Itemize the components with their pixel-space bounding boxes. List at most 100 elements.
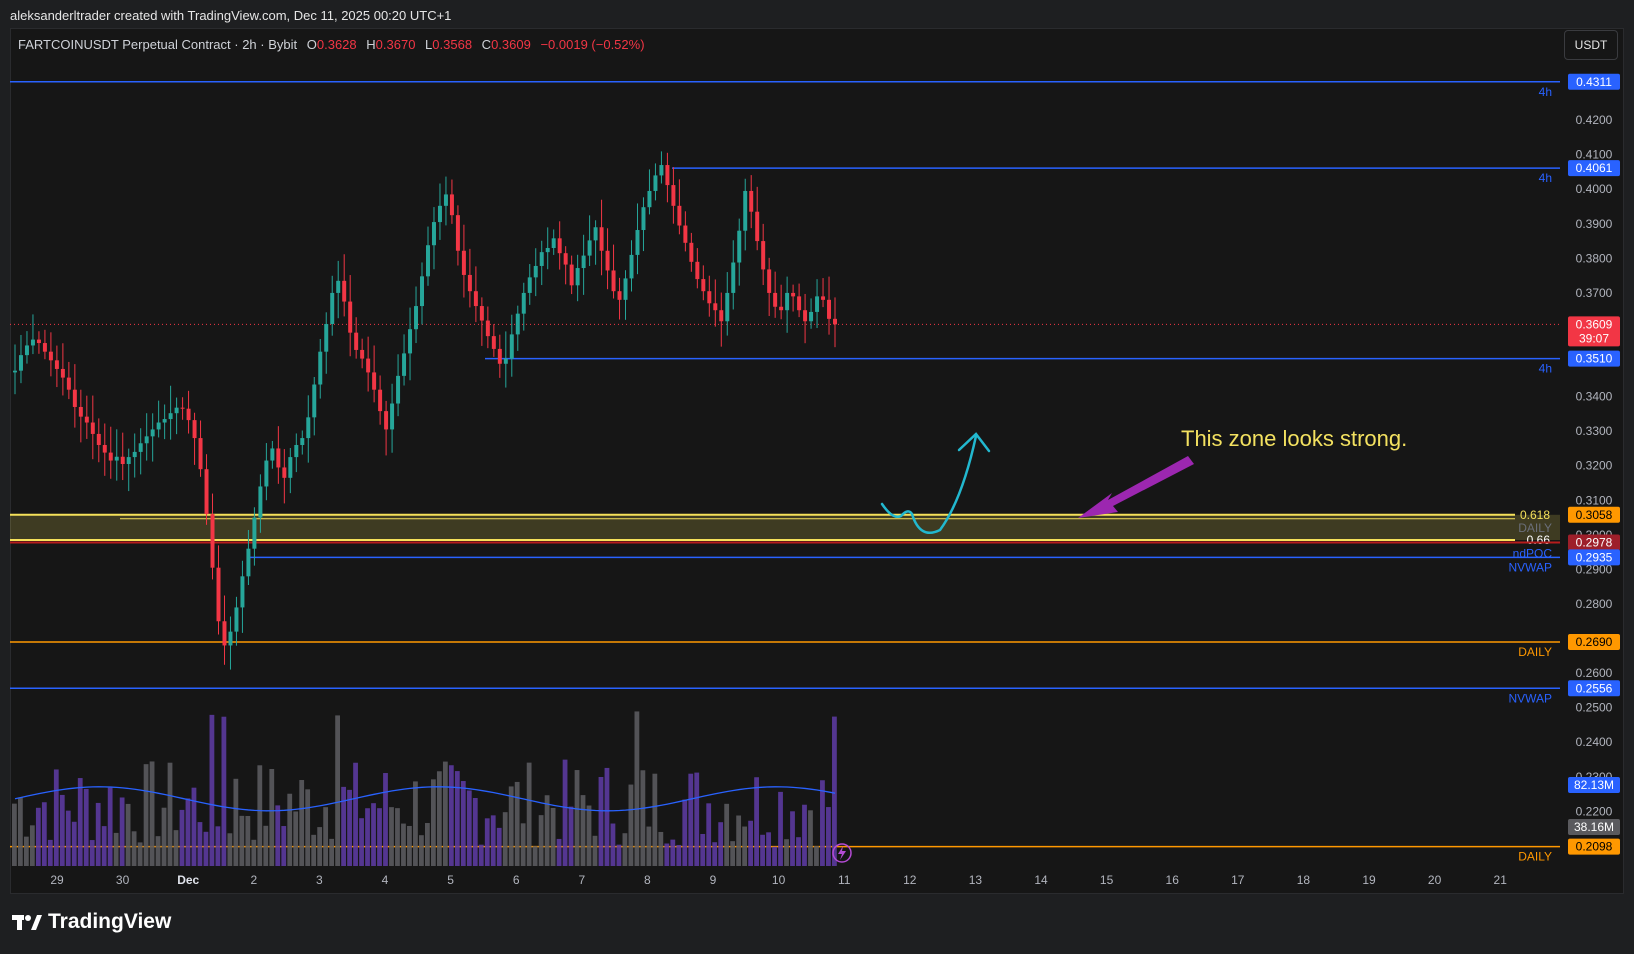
fib-zone-label: DAILY <box>1518 521 1552 535</box>
volume-bar <box>796 837 801 866</box>
candle-body <box>461 250 466 275</box>
volume-bar <box>269 768 275 866</box>
x-tick-label: 30 <box>116 873 130 887</box>
volume-bar <box>35 807 41 866</box>
candle-body <box>420 276 424 307</box>
volume-bar <box>377 808 382 866</box>
volume-bar <box>604 767 610 866</box>
x-tick-label: 29 <box>50 873 64 887</box>
candle-body <box>150 429 155 437</box>
candle-body <box>545 247 550 253</box>
volume-bar <box>23 836 29 866</box>
volume-bar <box>131 831 137 866</box>
level-badge: 0.2690 <box>1576 635 1613 649</box>
volume-bar <box>251 839 257 866</box>
y-tick-label: 0.4100 <box>1576 148 1613 162</box>
volume-bar <box>365 808 370 866</box>
candle-body <box>509 334 514 359</box>
volume-bar <box>161 807 167 866</box>
symbol-legend[interactable]: FARTCOINUSDT Perpetual Contract · 2h · B… <box>18 37 645 52</box>
volume-bar <box>383 773 388 866</box>
volume-badge-bg <box>1568 819 1620 835</box>
volume-bar <box>694 772 700 866</box>
volume-bar <box>832 716 837 866</box>
candle-body <box>90 422 95 434</box>
volume-bar <box>221 716 227 866</box>
symbol-name[interactable]: FARTCOINUSDT Perpetual Contract · 2h · B… <box>18 37 298 52</box>
candle-body <box>174 407 179 414</box>
volume-bar <box>119 797 125 866</box>
level-label: NVWAP <box>1508 560 1552 574</box>
volume-bar <box>436 771 442 866</box>
candle-body <box>390 403 395 430</box>
currency-button[interactable]: USDT <box>1564 30 1618 60</box>
annotation-arrow[interactable] <box>1078 456 1194 518</box>
x-tick-label: 6 <box>513 873 520 887</box>
volume-bar <box>371 803 376 866</box>
volume-bar <box>580 795 586 866</box>
candle-body <box>402 353 407 376</box>
current-price-timer: 39:07 <box>1579 331 1609 345</box>
candle-body <box>575 268 580 286</box>
candle-body <box>737 230 742 263</box>
volume-bar <box>550 807 556 866</box>
x-tick-label: 3 <box>316 873 323 887</box>
volume-bar <box>323 807 329 866</box>
volume-bar <box>407 825 412 866</box>
volume-bar <box>245 815 251 866</box>
volume-bar <box>167 762 173 866</box>
volume-bar <box>215 826 221 866</box>
candle-body <box>180 407 185 409</box>
volume-bar <box>508 786 514 866</box>
volume-bar <box>401 823 406 866</box>
candle-body <box>168 413 173 420</box>
y-tick-label: 0.3900 <box>1576 217 1613 231</box>
candle-body <box>342 280 347 302</box>
x-tick-label: 8 <box>644 873 651 887</box>
candle-body <box>581 255 586 269</box>
brand-name: TradingView <box>48 910 172 933</box>
candle-body <box>360 349 365 359</box>
volume-bar <box>460 781 466 866</box>
volume-bar <box>113 832 119 866</box>
candle-body <box>449 194 454 216</box>
candle-body <box>485 320 490 337</box>
volume-bar <box>395 808 400 866</box>
bolt-icon[interactable] <box>832 843 852 863</box>
volume-bar <box>766 832 771 866</box>
volume-bar <box>490 815 496 866</box>
annotation-text[interactable]: This zone looks strong. <box>1181 426 1408 451</box>
candle-body <box>755 211 760 242</box>
level-label: DAILY <box>1518 645 1552 659</box>
x-tick-label: 15 <box>1100 873 1114 887</box>
volume-bar <box>736 815 742 866</box>
y-tick-label: 0.4200 <box>1576 113 1613 127</box>
close-label: C <box>481 37 492 52</box>
fib-badge-bg <box>1568 506 1620 523</box>
candle-body <box>809 311 814 322</box>
volume-bar <box>466 790 472 866</box>
candle-body <box>647 190 652 208</box>
volume-bar <box>610 823 616 866</box>
level-label: 4h <box>1539 85 1552 99</box>
x-tick-label: Dec <box>177 873 199 887</box>
volume-bar <box>712 842 718 866</box>
y-tick-label: 0.3100 <box>1576 493 1613 507</box>
candle-body <box>270 448 275 461</box>
x-tick-label: 2 <box>250 873 257 887</box>
volume-bar <box>592 835 598 866</box>
projection-path[interactable] <box>880 434 978 534</box>
level-badge-bg <box>1568 549 1620 566</box>
volume-bar <box>413 781 418 866</box>
candle-body <box>641 207 646 231</box>
candle-body <box>54 360 59 369</box>
fib-badge: 0.3058 <box>1576 508 1613 522</box>
volume-bar <box>329 838 335 866</box>
x-tick-label: 9 <box>710 873 717 887</box>
candle-body <box>30 339 35 346</box>
current-price-badge-bg <box>1568 316 1620 347</box>
volume-bar <box>598 776 604 866</box>
volume-bar <box>724 803 730 866</box>
candle-body <box>779 306 784 311</box>
